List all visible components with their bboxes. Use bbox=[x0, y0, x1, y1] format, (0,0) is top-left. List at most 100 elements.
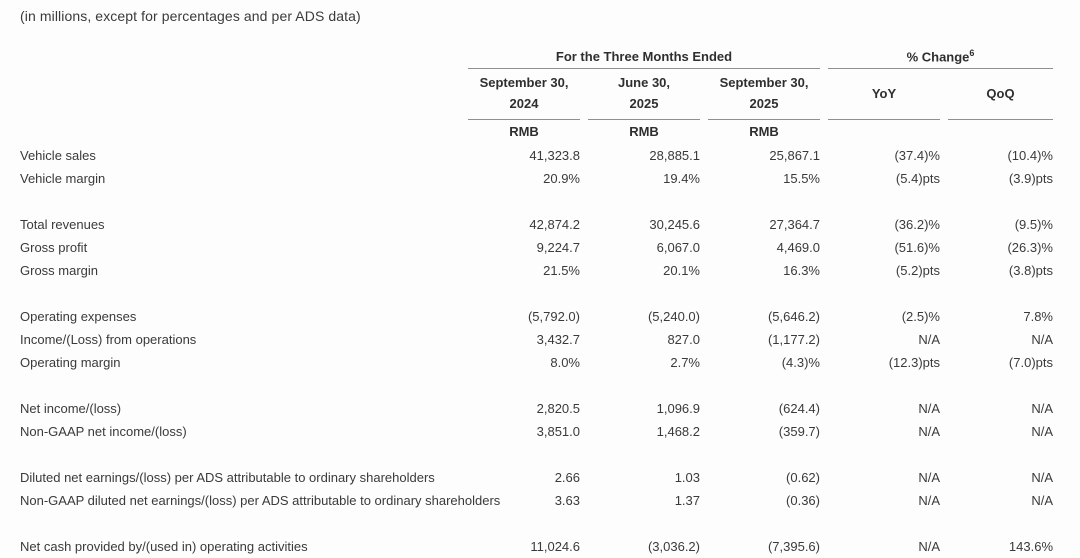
cell-value: 16.3% bbox=[783, 263, 820, 278]
cell-value: 15.5% bbox=[783, 171, 820, 186]
cell-value: 42,874.2 bbox=[529, 217, 580, 232]
col-header-yoy-label: YoY bbox=[871, 86, 897, 101]
group-header-row: For the Three Months Ended % Change6 bbox=[20, 48, 1053, 70]
cell-value: (3,036.2) bbox=[647, 539, 700, 554]
cell-value: N/A bbox=[918, 470, 940, 485]
cell-value: (7.0)pts bbox=[1008, 355, 1053, 370]
cell-value: (3.8)pts bbox=[1008, 263, 1053, 278]
cell-value: 25,867.1 bbox=[769, 148, 820, 163]
cell-value: 6,067.0 bbox=[656, 240, 700, 255]
cell-value: N/A bbox=[1031, 332, 1053, 347]
row-label: Net income/(loss) bbox=[20, 401, 122, 416]
cell-value: 9,224.7 bbox=[536, 240, 580, 255]
cell-value: N/A bbox=[918, 424, 940, 439]
unit-label: RMB bbox=[629, 124, 659, 139]
group-header-three-months: For the Three Months Ended bbox=[468, 49, 820, 70]
cell-value: 2,820.5 bbox=[536, 401, 580, 416]
col-header-yoy: YoY bbox=[828, 68, 940, 120]
table-row: Vehicle sales 41,323.8 28,885.1 25,867.1 (37… bbox=[20, 144, 1053, 167]
table-row: Total revenues 42,874.2 30,245.6 27,364.7 (3… bbox=[20, 213, 1053, 236]
col-header-line1: September 30, bbox=[479, 75, 569, 90]
cell-value: 2.7% bbox=[670, 355, 700, 370]
row-label: Total revenues bbox=[20, 217, 105, 232]
table-row: Gross margin 21.5% 20.1% 16.3% (5.2)pts (3.8)… bbox=[20, 259, 1053, 282]
cell-value: N/A bbox=[918, 332, 940, 347]
cell-value: N/A bbox=[918, 539, 940, 554]
row-label: Income/(Loss) from operations bbox=[20, 332, 197, 347]
footnote-marker: 6 bbox=[969, 48, 975, 58]
cell-value: 20.9% bbox=[543, 171, 580, 186]
cell-value: (1,177.2) bbox=[767, 332, 820, 347]
col-header-line1: September 30, bbox=[719, 75, 809, 90]
unit-row: RMB RMB RMB bbox=[20, 120, 1053, 144]
cell-value: (0.36) bbox=[786, 493, 820, 508]
cell-value: 3.63 bbox=[554, 493, 580, 508]
cell-value: 1.37 bbox=[674, 493, 700, 508]
cell-value: (7,395.6) bbox=[767, 539, 820, 554]
row-label: Operating expenses bbox=[20, 309, 137, 324]
cell-value: (37.4)% bbox=[894, 148, 940, 163]
cell-value: 27,364.7 bbox=[769, 217, 820, 232]
cell-value: 21.5% bbox=[543, 263, 580, 278]
cell-value: N/A bbox=[1031, 493, 1053, 508]
cell-value: N/A bbox=[918, 493, 940, 508]
cell-value: (5,240.0) bbox=[647, 309, 700, 324]
cell-value: (5.2)pts bbox=[895, 263, 940, 278]
cell-value: (26.3)% bbox=[1007, 240, 1053, 255]
spacer bbox=[20, 48, 460, 69]
spacer bbox=[948, 120, 1053, 144]
table-body: Vehicle sales 41,323.8 28,885.1 25,867.1 (37… bbox=[20, 144, 1053, 558]
cell-value: (5.4)pts bbox=[895, 171, 940, 186]
cell-value: 827.0 bbox=[667, 332, 700, 347]
unit-label: RMB bbox=[749, 124, 779, 139]
cell-value: (3.9)pts bbox=[1008, 171, 1053, 186]
col-header-sep-2024: September 30, 2024 bbox=[468, 68, 580, 120]
table-row: Non-GAAP net income/(loss) 3,851.0 1,468.2… bbox=[20, 420, 1053, 443]
row-label: Vehicle sales bbox=[20, 148, 96, 163]
col-header-qoq-label: QoQ bbox=[986, 86, 1015, 101]
cell-value: 143.6% bbox=[1008, 539, 1053, 554]
col-header-line2: 2025 bbox=[749, 96, 779, 111]
col-header-line2: 2025 bbox=[629, 96, 659, 111]
cell-value: N/A bbox=[918, 401, 940, 416]
row-label: Net cash provided by/(used in) operating… bbox=[20, 539, 308, 554]
col-header-sep-2025: September 30, 2025 bbox=[708, 68, 820, 120]
cell-value: 1.03 bbox=[674, 470, 700, 485]
cell-value: 20.1% bbox=[663, 263, 700, 278]
cell-value: (10.4)% bbox=[1007, 148, 1053, 163]
cell-value: N/A bbox=[1031, 401, 1053, 416]
table-row: Net income/(loss) 2,820.5 1,096.9 (624.4) N/… bbox=[20, 397, 1053, 420]
cell-value: (0.62) bbox=[786, 470, 820, 485]
cell-value: (9.5)% bbox=[1014, 217, 1053, 232]
table-caption: (in millions, except for percentages and… bbox=[20, 8, 361, 24]
cell-value: N/A bbox=[1031, 424, 1053, 439]
cell-value: 19.4% bbox=[663, 171, 700, 186]
col-header-qoq: QoQ bbox=[948, 68, 1053, 120]
cell-value: N/A bbox=[1031, 470, 1053, 485]
cell-value: 8.0% bbox=[550, 355, 580, 370]
col-header-jun-2025: June 30, 2025 bbox=[588, 68, 700, 120]
table-row: Vehicle margin 20.9% 19.4% 15.5% (5.4)pts (3.… bbox=[20, 167, 1053, 190]
cell-value: (12.3)pts bbox=[888, 355, 940, 370]
cell-value: (359.7) bbox=[778, 424, 820, 439]
cell-value: 2.66 bbox=[554, 470, 580, 485]
row-label: Gross margin bbox=[20, 263, 99, 278]
col-header-line2: 2024 bbox=[509, 96, 539, 111]
group-header-three-months-label: For the Three Months Ended bbox=[555, 49, 733, 65]
row-label: Non-GAAP diluted net earnings/(loss) per… bbox=[20, 493, 501, 508]
cell-value: (624.4) bbox=[778, 401, 820, 416]
cell-value: 1,468.2 bbox=[656, 424, 700, 439]
unit-label: RMB bbox=[509, 124, 539, 139]
col-header-line1: June 30, bbox=[617, 75, 671, 90]
cell-value: 41,323.8 bbox=[529, 148, 580, 163]
table-row: Net cash provided by/(used in) operating… bbox=[20, 535, 1053, 558]
row-label: Diluted net earnings/(loss) per ADS attr… bbox=[20, 470, 435, 485]
cell-value: (5,646.2) bbox=[767, 309, 820, 324]
cell-value: 11,024.6 bbox=[530, 539, 580, 554]
table-row: Diluted net earnings/(loss) per ADS attr… bbox=[20, 466, 1053, 489]
group-header-pct-change: % Change6 bbox=[828, 48, 1053, 70]
spacer bbox=[20, 68, 460, 120]
cell-value: (51.6)% bbox=[894, 240, 940, 255]
row-label: Non-GAAP net income/(loss) bbox=[20, 424, 187, 439]
